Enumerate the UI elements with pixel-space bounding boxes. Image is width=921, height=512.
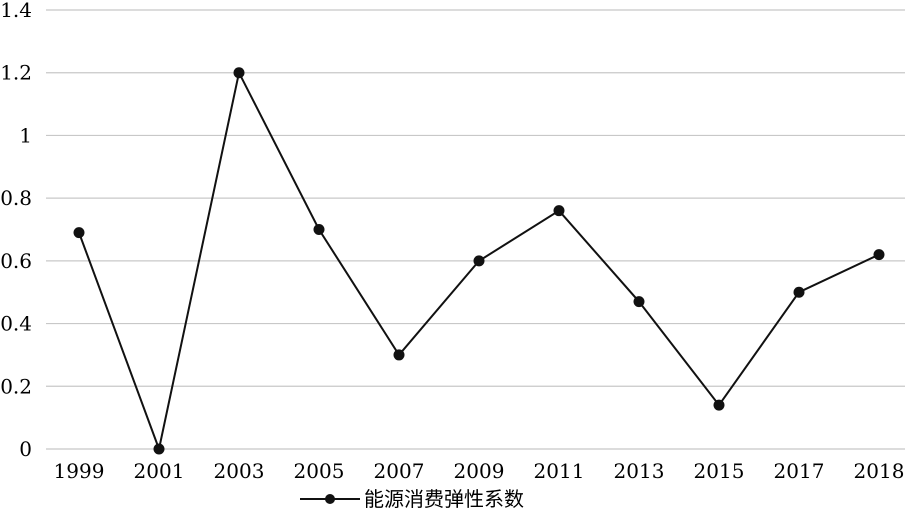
grid: [46, 9, 905, 450]
data-point: [633, 296, 645, 308]
data-point: [713, 399, 725, 411]
x-axis-ticks: 1999 2001 2003 2005 2007 2009 2011 2013 2015 2017…: [54, 459, 905, 483]
x-tick-label: 2015: [694, 459, 745, 483]
x-tick-label: 2011: [534, 459, 585, 483]
y-tick-label: 0: [19, 437, 32, 461]
legend: 能源消费弹性系数: [300, 487, 524, 511]
y-axis-ticks: 0 0.2 0.4 0.6 0.8 1 1.2 1.4: [0, 0, 32, 461]
data-point: [553, 205, 565, 217]
legend-marker: [325, 494, 335, 504]
data-point: [153, 443, 165, 455]
x-tick-label: 2003: [214, 459, 265, 483]
x-tick-label: 2005: [294, 459, 345, 483]
data-point: [313, 224, 325, 235]
y-tick-label: 0.4: [0, 312, 32, 336]
y-tick-label: 0.8: [0, 186, 32, 210]
data-point: [473, 255, 485, 267]
legend-label: 能源消费弹性系数: [364, 487, 524, 511]
series-group: [73, 67, 885, 455]
data-point: [233, 67, 245, 79]
x-tick-label: 2001: [134, 459, 185, 483]
x-tick-label: 2007: [374, 459, 425, 483]
x-tick-label: 2018: [854, 459, 905, 483]
x-tick-label: 2013: [614, 459, 665, 483]
data-point: [73, 227, 85, 239]
data-point: [793, 286, 805, 298]
y-tick-label: 0.2: [0, 374, 32, 398]
data-point: [393, 349, 405, 361]
y-tick-label: 1: [19, 123, 32, 147]
y-tick-label: 0.6: [0, 249, 32, 273]
x-tick-label: 1999: [54, 459, 105, 483]
data-point: [873, 249, 885, 261]
x-tick-label: 2017: [774, 459, 825, 483]
x-tick-label: 2009: [454, 459, 505, 483]
y-tick-label: 1.2: [0, 61, 32, 85]
y-tick-label: 1.4: [0, 0, 32, 22]
